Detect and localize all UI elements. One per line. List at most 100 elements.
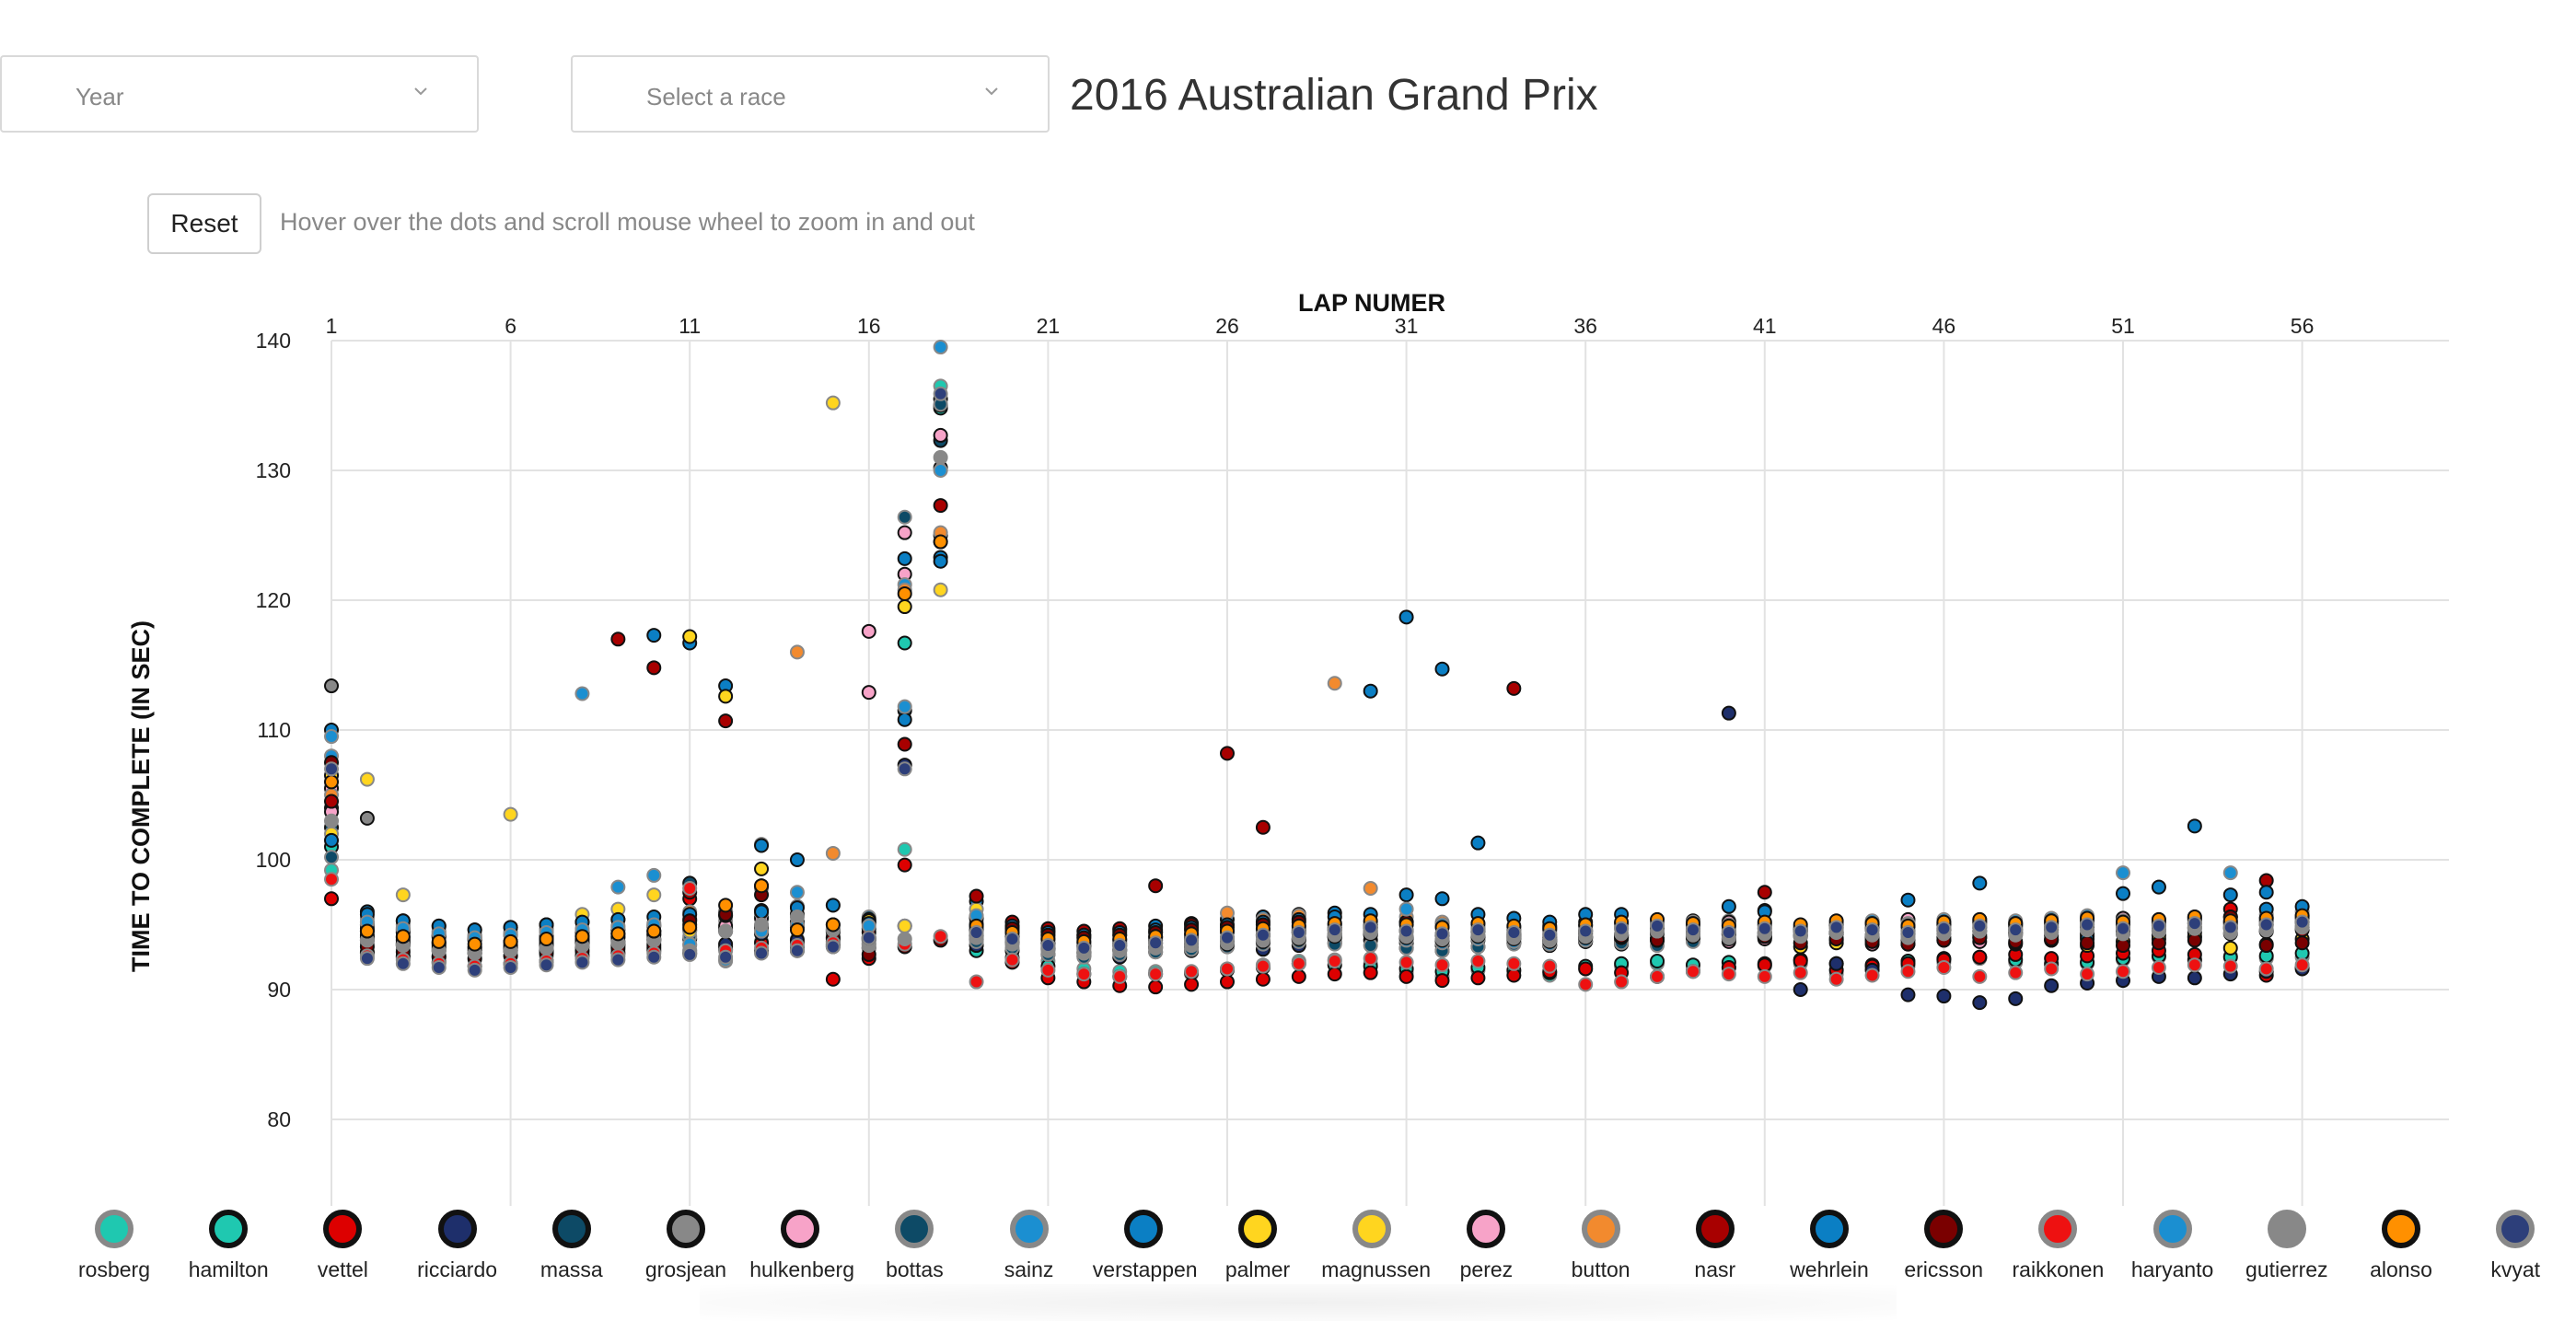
data-point-kvyat[interactable] bbox=[861, 930, 876, 945]
data-point-verstappen[interactable] bbox=[646, 628, 662, 643]
data-point-kvyat[interactable] bbox=[359, 951, 375, 967]
data-point-vettel[interactable] bbox=[1327, 967, 1342, 982]
data-point-alonso[interactable] bbox=[467, 936, 482, 952]
year-select[interactable]: Year bbox=[0, 55, 479, 133]
data-point-wehrlein[interactable] bbox=[1721, 898, 1736, 914]
legend-item-vettel[interactable]: vettel bbox=[292, 1210, 393, 1282]
data-point-kvyat[interactable] bbox=[503, 960, 518, 976]
data-point-kvyat[interactable] bbox=[897, 761, 912, 777]
legend-item-bottas[interactable]: bottas bbox=[864, 1210, 965, 1282]
data-point-verstappen[interactable] bbox=[2151, 879, 2166, 895]
data-point-button[interactable] bbox=[825, 845, 841, 861]
data-point-wehrlein[interactable] bbox=[825, 898, 841, 913]
data-point-alonso[interactable] bbox=[324, 774, 339, 790]
data-point-kvyat[interactable] bbox=[1363, 920, 1378, 935]
data-point-kvyat[interactable] bbox=[1434, 926, 1450, 942]
legend-item-alonso[interactable]: alonso bbox=[2350, 1210, 2452, 1282]
data-point-vettel[interactable] bbox=[1184, 977, 1200, 992]
data-point-kvyat[interactable] bbox=[467, 962, 482, 978]
data-point-haryanto[interactable] bbox=[324, 729, 339, 745]
data-point-kvyat[interactable] bbox=[1542, 927, 1558, 943]
data-point-raikkonen[interactable] bbox=[1327, 953, 1342, 968]
data-point-raikkonen[interactable] bbox=[1828, 971, 1844, 987]
data-point-kvyat[interactable] bbox=[1470, 922, 1486, 938]
data-point-kvyat[interactable] bbox=[1148, 935, 1164, 951]
data-point-kvyat[interactable] bbox=[2008, 922, 2024, 938]
data-point-kvyat[interactable] bbox=[718, 949, 734, 965]
data-point-alonso[interactable] bbox=[718, 898, 734, 913]
data-point-kvyat[interactable] bbox=[1900, 924, 1916, 940]
data-point-wehrlein[interactable] bbox=[754, 904, 770, 920]
data-point-vettel[interactable] bbox=[1220, 974, 1235, 990]
data-point-kvyat[interactable] bbox=[754, 945, 770, 961]
data-point-nasr[interactable] bbox=[1148, 878, 1164, 894]
data-point-raikkonen[interactable] bbox=[1112, 968, 1128, 984]
data-point-kvyat[interactable] bbox=[933, 386, 948, 401]
data-point-kvyat[interactable] bbox=[324, 761, 339, 777]
data-point-raikkonen[interactable] bbox=[2151, 960, 2166, 976]
data-point-verstappen[interactable] bbox=[789, 852, 805, 867]
data-point-raikkonen[interactable] bbox=[1864, 968, 1880, 983]
legend-item-palmer[interactable]: palmer bbox=[1207, 1210, 1308, 1282]
data-point-raikkonen[interactable] bbox=[2116, 964, 2130, 979]
data-point-grosjean[interactable] bbox=[359, 810, 375, 826]
data-point-nasr[interactable] bbox=[897, 736, 912, 752]
data-point-raikkonen[interactable] bbox=[2008, 965, 2024, 980]
data-point-verstappen[interactable] bbox=[1363, 683, 1378, 699]
data-point-ricciardo[interactable] bbox=[1900, 987, 1916, 1002]
data-point-alonso[interactable] bbox=[646, 923, 662, 939]
data-point-kvyat[interactable] bbox=[1578, 923, 1594, 939]
data-point-raikkonen[interactable] bbox=[1004, 952, 1020, 968]
data-point-vettel[interactable] bbox=[1398, 968, 1414, 984]
data-point-wehrlein[interactable] bbox=[2258, 885, 2274, 900]
data-point-alonso[interactable] bbox=[897, 585, 912, 601]
data-point-magnussen[interactable] bbox=[825, 395, 841, 411]
data-point-raikkonen[interactable] bbox=[1578, 977, 1594, 992]
data-point-hamilton[interactable] bbox=[897, 635, 912, 651]
data-point-verstappen[interactable] bbox=[1470, 835, 1486, 851]
data-point-kvyat[interactable] bbox=[825, 939, 841, 955]
data-point-alonso[interactable] bbox=[825, 917, 841, 933]
data-point-kvyat[interactable] bbox=[1793, 923, 1808, 939]
data-point-kvyat[interactable] bbox=[2222, 920, 2238, 935]
data-point-wehrlein[interactable] bbox=[1398, 887, 1414, 903]
data-point-raikkonen[interactable] bbox=[2080, 967, 2095, 982]
data-point-vettel[interactable] bbox=[825, 971, 841, 987]
data-point-vettel[interactable] bbox=[1434, 973, 1450, 989]
data-point-haryanto[interactable] bbox=[933, 463, 948, 478]
data-point-ericsson[interactable] bbox=[2294, 935, 2310, 951]
data-point-raikkonen[interactable] bbox=[933, 929, 948, 944]
data-point-vettel[interactable] bbox=[1470, 970, 1486, 986]
legend-item-sainz[interactable]: sainz bbox=[979, 1210, 1080, 1282]
data-point-raikkonen[interactable] bbox=[1936, 960, 1952, 976]
legend-item-nasr[interactable]: nasr bbox=[1665, 1210, 1766, 1282]
data-point-kvyat[interactable] bbox=[574, 955, 590, 970]
data-point-nasr[interactable] bbox=[1220, 746, 1235, 761]
data-point-magnussen[interactable] bbox=[395, 887, 411, 903]
data-point-sainz[interactable] bbox=[574, 686, 590, 701]
data-point-kvyat[interactable] bbox=[1936, 921, 1952, 936]
data-point-raikkonen[interactable] bbox=[969, 974, 984, 990]
data-point-kvyat[interactable] bbox=[2116, 921, 2130, 936]
data-point-raikkonen[interactable] bbox=[1650, 968, 1665, 984]
data-point-nasr[interactable] bbox=[646, 660, 662, 676]
data-point-vettel[interactable] bbox=[1578, 961, 1594, 977]
data-point-alonso[interactable] bbox=[754, 878, 770, 894]
data-point-perez[interactable] bbox=[933, 427, 948, 443]
data-point-raikkonen[interactable] bbox=[1470, 953, 1486, 968]
data-point-perez[interactable] bbox=[897, 525, 912, 540]
data-point-nasr[interactable] bbox=[1255, 819, 1271, 835]
data-point-bottas[interactable] bbox=[897, 509, 912, 525]
data-point-wehrlein[interactable] bbox=[933, 553, 948, 569]
data-point-ricciardo[interactable] bbox=[2187, 970, 2202, 986]
data-point-vettel[interactable] bbox=[1148, 979, 1164, 995]
data-point-raikkonen[interactable] bbox=[1721, 967, 1736, 982]
data-point-alonso[interactable] bbox=[359, 923, 375, 939]
data-point-alonso[interactable] bbox=[503, 933, 518, 949]
data-point-palmer[interactable] bbox=[682, 629, 698, 644]
data-point-magnussen[interactable] bbox=[646, 887, 662, 903]
data-point-button[interactable] bbox=[1327, 676, 1342, 691]
legend-item-perez[interactable]: perez bbox=[1435, 1210, 1537, 1282]
series-grosjean[interactable] bbox=[324, 398, 2310, 955]
data-point-bottas[interactable] bbox=[324, 850, 339, 865]
